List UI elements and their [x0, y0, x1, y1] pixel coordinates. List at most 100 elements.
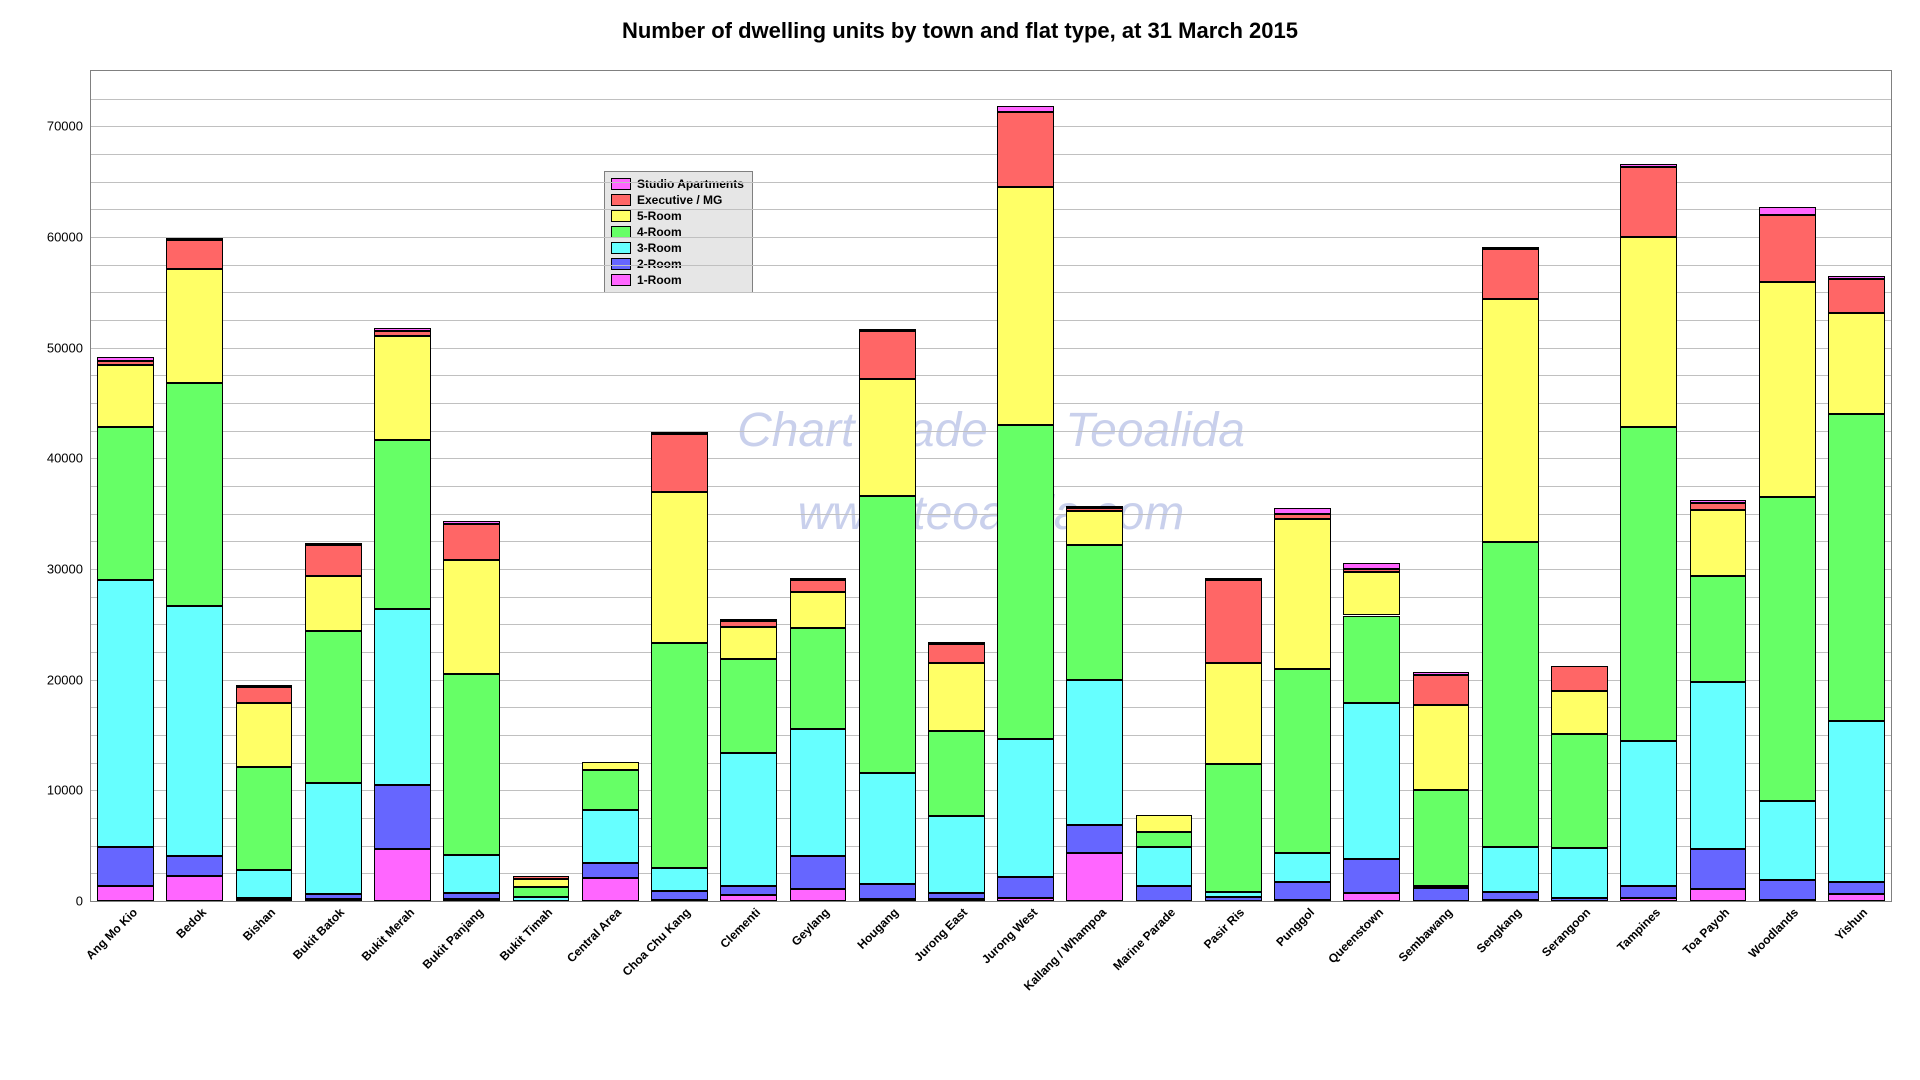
x-tick-label: Bukit Batok	[286, 901, 347, 962]
bar-segment	[651, 868, 708, 891]
bar-segment	[928, 893, 985, 899]
bar-segment	[1413, 705, 1470, 790]
bar-segment	[997, 187, 1054, 425]
bar-column	[1413, 71, 1470, 901]
bar-segment	[305, 576, 362, 631]
bar-segment	[1620, 427, 1677, 740]
bar-segment	[1828, 414, 1885, 721]
bar-segment	[720, 627, 777, 659]
bar-segment	[1759, 215, 1816, 283]
bar-segment	[1620, 167, 1677, 237]
bar-segment	[1205, 578, 1262, 580]
bar-column	[859, 71, 916, 901]
x-tick-label: Jurong West	[974, 901, 1039, 966]
bar-segment	[1136, 815, 1193, 833]
bar-segment	[790, 729, 847, 855]
bar-segment	[166, 240, 223, 269]
bar-segment	[1828, 276, 1885, 279]
bar-segment	[1828, 313, 1885, 414]
bar-segment	[236, 870, 293, 898]
bar-segment	[443, 521, 500, 523]
bar-segment	[928, 644, 985, 663]
bar-segment	[928, 816, 985, 893]
bar-segment	[651, 492, 708, 644]
bar-segment	[374, 336, 431, 440]
bar-column	[1136, 71, 1193, 901]
bar-segment	[997, 425, 1054, 739]
bar-segment	[1482, 847, 1539, 892]
bar-segment	[1343, 572, 1400, 615]
bar-segment	[1551, 734, 1608, 848]
bar-segment	[582, 810, 639, 863]
plot-area: Chart made by Teoalida www.teoalida.com …	[90, 70, 1892, 902]
bar-segment	[1205, 764, 1262, 892]
bar-segment	[1343, 859, 1400, 893]
bar-column	[513, 71, 570, 901]
bar-segment	[1066, 825, 1123, 854]
x-tick-label: Marine Parade	[1106, 901, 1178, 973]
bar-segment	[859, 329, 916, 331]
bar-segment	[305, 631, 362, 783]
bar-segment	[1482, 892, 1539, 900]
x-tick-label: Yishun	[1828, 901, 1870, 943]
bar-segment	[582, 770, 639, 810]
bar-segment	[166, 876, 223, 901]
bar-segment	[1066, 680, 1123, 825]
bar-segment	[790, 889, 847, 901]
bar-segment	[859, 773, 916, 885]
bar-segment	[166, 269, 223, 383]
bar-segment	[997, 106, 1054, 112]
bar-segment	[1343, 703, 1400, 859]
bar-segment	[1066, 508, 1123, 511]
bar-segment	[97, 886, 154, 901]
bar-segment	[1482, 299, 1539, 542]
bar-segment	[1205, 580, 1262, 663]
bar-segment	[790, 856, 847, 889]
bar-segment	[97, 847, 154, 886]
y-tick-label: 60000	[47, 230, 91, 245]
bar-segment	[166, 856, 223, 876]
bar-column	[790, 71, 847, 901]
bar-segment	[305, 894, 362, 898]
x-tick-label: Bedok	[169, 901, 209, 941]
bar-column	[1620, 71, 1677, 901]
bar-segment	[374, 328, 431, 331]
y-tick-label: 10000	[47, 783, 91, 798]
bar-segment	[1620, 886, 1677, 898]
bar-segment	[582, 762, 639, 771]
x-tick-label: Bukit Panjang	[415, 901, 486, 972]
bar-segment	[97, 365, 154, 427]
bar-segment	[305, 545, 362, 576]
x-tick-label: Geylang	[784, 901, 832, 949]
bar-segment	[97, 357, 154, 361]
bar-segment	[651, 432, 708, 434]
chart-title: Number of dwelling units by town and fla…	[0, 18, 1920, 44]
bar-segment	[236, 767, 293, 870]
bar-segment	[928, 731, 985, 816]
bar-segment	[1413, 672, 1470, 675]
bar-segment	[1136, 886, 1193, 901]
bar-segment	[1482, 247, 1539, 249]
x-tick-label: Pasir Ris	[1197, 901, 1247, 951]
x-tick-label: Tampines	[1610, 901, 1663, 954]
bar-segment	[236, 898, 293, 900]
bar-column	[582, 71, 639, 901]
x-tick-label: Hougang	[850, 901, 901, 952]
bar-column	[651, 71, 708, 901]
bar-column	[1274, 71, 1331, 901]
bar-segment	[651, 891, 708, 900]
x-tick-label: Jurong East	[907, 901, 970, 964]
x-tick-label: Bukit Merah	[354, 901, 417, 964]
bar-segment	[443, 855, 500, 894]
bar-segment	[1690, 576, 1747, 682]
bar-segment	[790, 592, 847, 627]
bar-segment	[997, 112, 1054, 187]
bar-segment	[651, 643, 708, 868]
bar-segment	[1690, 510, 1747, 575]
bar-segment	[790, 578, 847, 580]
bar-segment	[1274, 853, 1331, 882]
bar-column	[97, 71, 154, 901]
bar-segment	[1620, 164, 1677, 167]
bar-segment	[513, 887, 570, 897]
bar-segment	[443, 893, 500, 899]
